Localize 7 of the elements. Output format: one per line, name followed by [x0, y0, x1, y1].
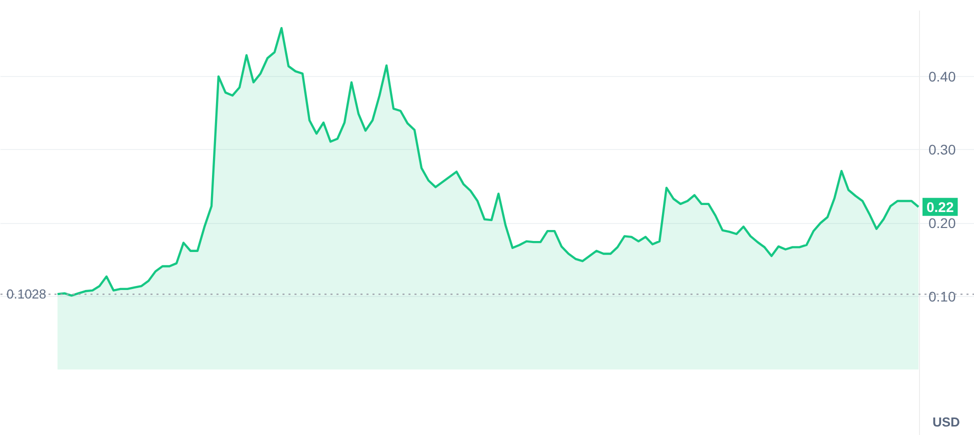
ref-line-label: 0.1028: [6, 286, 46, 302]
y-tick-label: 0.40: [928, 68, 956, 84]
text: 0.22: [926, 198, 954, 215]
text: USD: [932, 414, 960, 430]
y-tick-label: 0.30: [928, 142, 956, 158]
y-tick-label: 0.10: [928, 288, 956, 304]
y-tick-label: 0.20: [928, 215, 956, 231]
